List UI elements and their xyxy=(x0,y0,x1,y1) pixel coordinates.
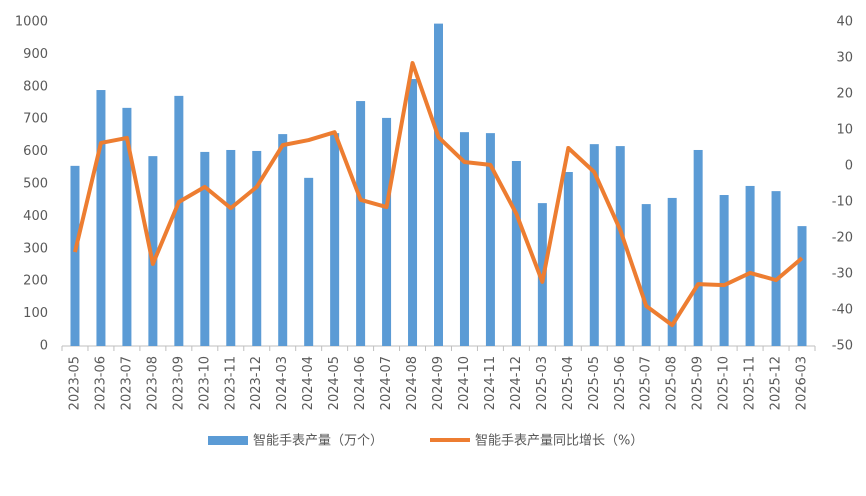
bar xyxy=(278,134,288,346)
y2-tick-label: 10 xyxy=(836,123,853,138)
y-tick-label: 700 xyxy=(23,112,48,127)
x-tick-label: 2023-05 xyxy=(67,356,82,410)
y-tick-label: 1000 xyxy=(15,15,48,30)
y2-tick-label: -30 xyxy=(832,267,853,282)
y2-tick-label: -40 xyxy=(832,303,853,318)
bar xyxy=(434,23,443,347)
bar xyxy=(511,160,521,346)
bar xyxy=(356,101,366,346)
x-tick-label: 2025-03 xyxy=(535,356,550,410)
x-tick-label: 2024-03 xyxy=(275,356,290,410)
x-tick-label: 2024-04 xyxy=(301,356,316,410)
x-tick-label: 2025-08 xyxy=(665,356,680,410)
bar xyxy=(70,165,80,346)
bar xyxy=(745,185,755,346)
x-tick-label: 2024-06 xyxy=(353,356,368,410)
y2-tick-label: -20 xyxy=(832,231,853,246)
x-tick-label: 2023-08 xyxy=(145,356,160,410)
x-tick-label: 2023-09 xyxy=(171,356,186,410)
bar xyxy=(148,156,158,346)
y-tick-label: 600 xyxy=(23,144,48,159)
y-tick-label: 0 xyxy=(40,339,48,354)
x-tick-label: 2025-12 xyxy=(769,356,784,410)
bar xyxy=(485,133,495,346)
y2-tick-label: -10 xyxy=(832,195,853,210)
x-tick-label: 2024-05 xyxy=(327,356,342,410)
y-tick-label: 800 xyxy=(23,79,48,94)
x-tick-label: 2024-10 xyxy=(457,356,472,410)
y-tick-label: 400 xyxy=(23,209,48,224)
bar xyxy=(615,146,625,346)
x-tick-label: 2025-07 xyxy=(639,356,654,410)
y-tick-label: 500 xyxy=(23,177,48,192)
bar xyxy=(459,132,469,346)
x-tick-label: 2025-04 xyxy=(561,356,576,410)
x-tick-label: 2023-06 xyxy=(93,356,108,410)
x-tick-label: 2023-12 xyxy=(249,356,264,410)
bar xyxy=(174,95,184,346)
bar xyxy=(252,150,262,346)
x-tick-label: 2023-11 xyxy=(223,356,238,410)
x-tick-label: 2025-11 xyxy=(743,356,758,410)
x-tick-label: 2024-08 xyxy=(405,356,420,410)
bar xyxy=(96,90,106,346)
bar xyxy=(382,117,392,347)
y-tick-label: 200 xyxy=(23,274,48,289)
x-tick-label: 2025-06 xyxy=(613,356,628,410)
x-tick-label: 2024-09 xyxy=(431,356,446,410)
bar xyxy=(330,133,340,346)
x-tick-label: 2026-03 xyxy=(795,356,810,410)
bar xyxy=(563,172,573,346)
y2-tick-label: 0 xyxy=(845,159,853,174)
bar xyxy=(719,195,729,346)
bar xyxy=(589,144,599,346)
x-tick-label: 2024-11 xyxy=(483,356,498,410)
legend-label: 智能手表产量同比增长（%） xyxy=(475,434,643,449)
bar xyxy=(200,151,210,346)
y2-tick-label: 20 xyxy=(836,87,853,102)
bar xyxy=(641,204,651,346)
legend-label: 智能手表产量（万个） xyxy=(253,434,383,449)
x-tick-label: 2024-12 xyxy=(509,356,524,410)
y-tick-label: 900 xyxy=(23,47,48,62)
x-tick-label: 2025-09 xyxy=(691,356,706,410)
x-tick-label: 2023-07 xyxy=(119,356,134,410)
bar xyxy=(226,149,236,346)
bar xyxy=(667,197,677,346)
y2-tick-label: 30 xyxy=(836,51,853,66)
bar xyxy=(797,226,807,346)
y2-tick-label: -50 xyxy=(832,339,853,354)
bar xyxy=(408,79,418,347)
x-tick-label: 2025-05 xyxy=(587,356,602,410)
x-tick-label: 2024-07 xyxy=(379,356,394,410)
bar xyxy=(122,107,132,346)
y-tick-label: 300 xyxy=(23,241,48,256)
y2-tick-label: 40 xyxy=(836,15,853,30)
legend-swatch xyxy=(208,436,248,445)
line xyxy=(73,61,804,328)
bar xyxy=(771,191,781,346)
y-tick-label: 100 xyxy=(23,306,48,321)
bar xyxy=(693,149,703,346)
x-tick-label: 2023-10 xyxy=(197,356,212,410)
x-tick-label: 2025-10 xyxy=(717,356,732,410)
bar xyxy=(304,177,314,346)
